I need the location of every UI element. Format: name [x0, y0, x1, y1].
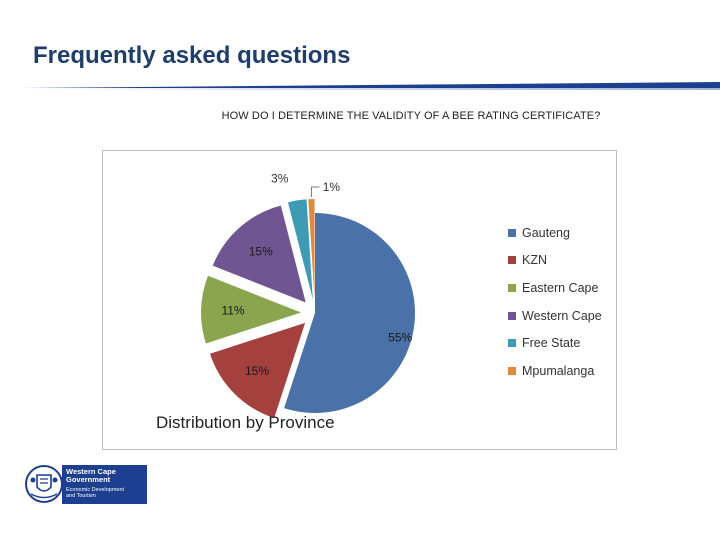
legend-item-gauteng: Gauteng	[508, 223, 618, 242]
pie-slice-free-state	[287, 199, 313, 300]
page-title: Frequently asked questions	[33, 42, 351, 69]
data-label-gauteng: 55%	[388, 331, 412, 345]
legend-swatch	[508, 311, 516, 320]
legend-swatch	[508, 228, 516, 237]
pie-slice-gauteng	[284, 213, 416, 413]
data-label-free-state: 3%	[271, 172, 289, 186]
legend-label: Free State	[522, 336, 581, 351]
question-heading: HOW DO I DETERMINE THE VALIDITY OF A BEE…	[221, 110, 601, 122]
logo-line-2: Government	[66, 475, 111, 484]
legend-item-mpumalanga: Mpumalanga	[508, 361, 618, 380]
legend-item-free-state: Free State	[508, 334, 618, 353]
legend-swatch	[508, 339, 516, 348]
legend-label: Western Cape	[522, 308, 602, 323]
pie-slice-mpumalanga	[308, 199, 315, 300]
legend-swatch	[508, 256, 516, 265]
legend-label: Eastern Cape	[522, 280, 599, 295]
pie-slice-kzn	[209, 322, 306, 419]
legend-label: Mpumalanga	[522, 363, 595, 378]
pie-chart: 55% 15% 11% 15% 3% 1% Gauteng KZN Eastern Cape W…	[102, 150, 617, 450]
chart-legend: Gauteng KZN Eastern Cape Western Cape Free S…	[508, 223, 618, 389]
title-divider	[22, 82, 720, 90]
western-cape-government-logo: Western Cape Government Economic Develop…	[24, 463, 147, 504]
logo-line-4: and Tourism	[66, 493, 96, 499]
legend-item-eastern-cape: Eastern Cape	[508, 278, 618, 297]
pie-slice-western-cape	[212, 205, 306, 303]
legend-swatch	[508, 283, 516, 292]
legend-swatch	[508, 366, 516, 375]
data-label-western-cape: 15%	[249, 244, 273, 258]
chart-title: Distribution by Province	[156, 413, 335, 432]
legend-label: Gauteng	[522, 225, 570, 240]
data-label-mpumalanga: 1%	[323, 180, 341, 194]
coat-of-arms-icon	[25, 465, 63, 503]
logo-text-box: Western Cape Government Economic Develop…	[62, 465, 147, 504]
leader-line-mpumalanga	[310, 186, 320, 198]
logo-line-3: Economic Development	[66, 487, 125, 493]
legend-item-western-cape: Western Cape	[508, 306, 618, 325]
pie-chart-canvas: 55% 15% 11% 15% 3% 1%	[201, 172, 416, 419]
data-label-eastern-cape: 11%	[221, 303, 244, 317]
legend-label: KZN	[522, 253, 547, 268]
pie-slice-eastern-cape	[201, 275, 302, 344]
data-label-kzn: 15%	[245, 364, 269, 378]
logo-line-1: Western Cape	[66, 467, 116, 476]
legend-item-kzn: KZN	[508, 251, 618, 270]
